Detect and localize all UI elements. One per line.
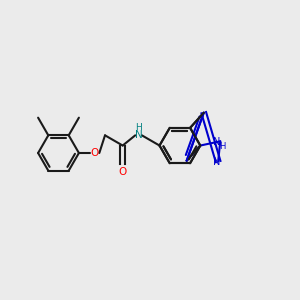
Text: N: N bbox=[135, 130, 142, 140]
Text: N: N bbox=[213, 137, 220, 147]
Text: H: H bbox=[220, 142, 226, 151]
Text: O: O bbox=[118, 167, 127, 177]
Text: H: H bbox=[135, 123, 142, 132]
Text: O: O bbox=[91, 148, 99, 158]
Text: N: N bbox=[213, 157, 220, 166]
